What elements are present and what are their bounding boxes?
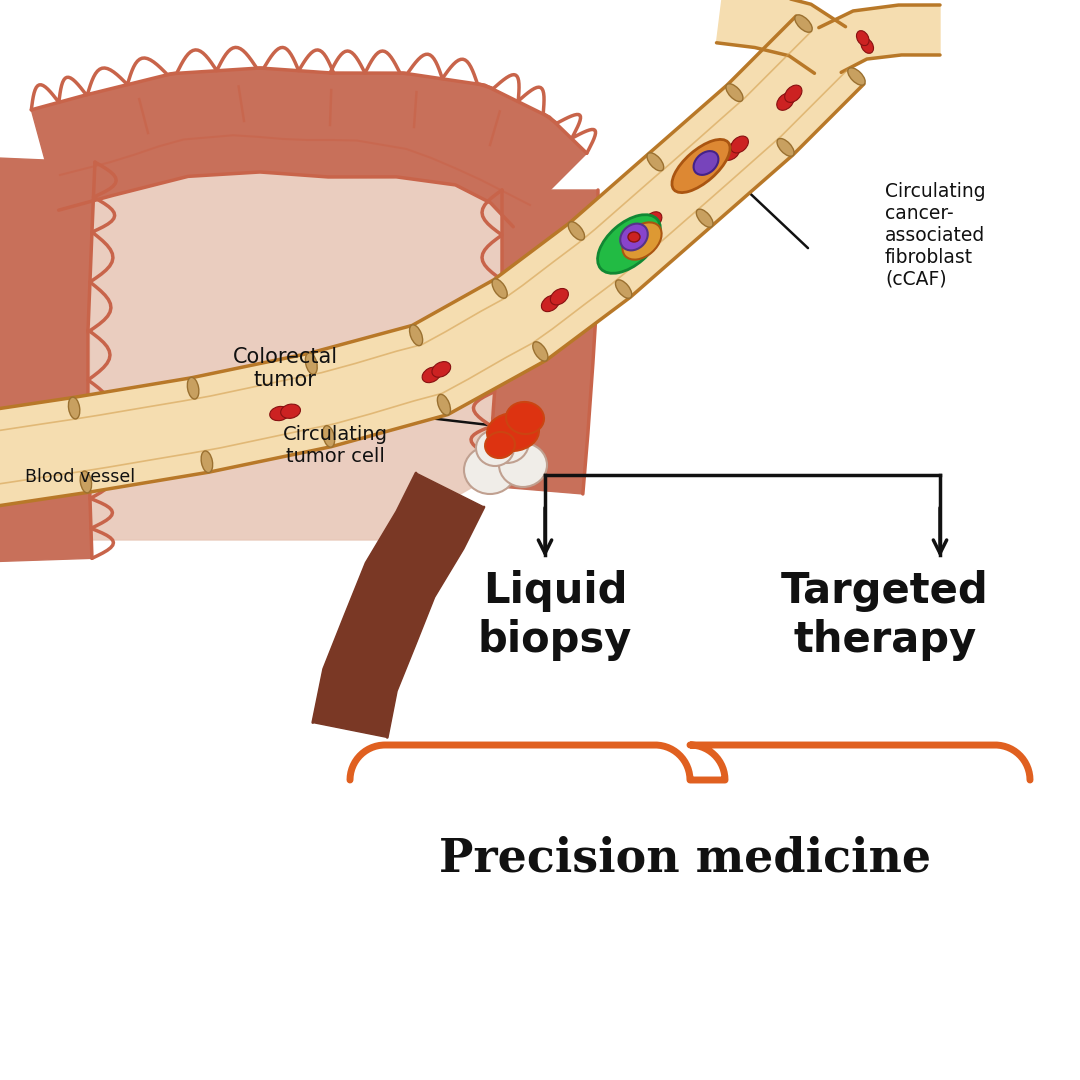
Ellipse shape <box>551 288 568 305</box>
Ellipse shape <box>487 413 539 451</box>
Ellipse shape <box>848 68 865 85</box>
Ellipse shape <box>409 325 422 346</box>
Ellipse shape <box>672 139 730 192</box>
Ellipse shape <box>697 210 713 227</box>
Ellipse shape <box>476 430 514 465</box>
Ellipse shape <box>541 295 559 312</box>
Polygon shape <box>313 473 484 738</box>
Polygon shape <box>90 122 510 540</box>
Ellipse shape <box>616 280 632 298</box>
Text: Colorectal
tumor: Colorectal tumor <box>232 347 338 390</box>
Ellipse shape <box>80 471 92 492</box>
Ellipse shape <box>620 224 648 251</box>
Polygon shape <box>0 16 864 508</box>
Ellipse shape <box>568 221 584 240</box>
Ellipse shape <box>323 426 335 447</box>
Ellipse shape <box>861 39 874 53</box>
Ellipse shape <box>187 377 199 400</box>
Ellipse shape <box>507 402 544 434</box>
Text: Circulating
cancer-
associated
fibroblast
(cCAF): Circulating cancer- associated fibroblas… <box>885 181 986 288</box>
Ellipse shape <box>645 212 662 229</box>
Text: Blood vessel: Blood vessel <box>25 468 135 486</box>
Text: Targeted
therapy: Targeted therapy <box>781 570 989 661</box>
Ellipse shape <box>647 152 664 171</box>
Ellipse shape <box>422 367 441 382</box>
Ellipse shape <box>777 93 794 110</box>
Ellipse shape <box>622 222 662 259</box>
Ellipse shape <box>597 215 661 273</box>
Ellipse shape <box>437 394 450 415</box>
Ellipse shape <box>777 138 794 157</box>
Ellipse shape <box>726 84 743 102</box>
Ellipse shape <box>785 85 802 103</box>
Ellipse shape <box>731 136 748 153</box>
Polygon shape <box>716 0 846 73</box>
Ellipse shape <box>270 406 289 421</box>
Ellipse shape <box>306 353 318 375</box>
Text: Circulating
tumor cell: Circulating tumor cell <box>283 426 388 465</box>
Polygon shape <box>31 68 586 227</box>
Ellipse shape <box>795 15 812 32</box>
Polygon shape <box>819 5 940 72</box>
Ellipse shape <box>532 341 548 361</box>
Ellipse shape <box>281 404 300 418</box>
Ellipse shape <box>627 232 640 242</box>
Ellipse shape <box>485 421 529 463</box>
Text: Precision medicine: Precision medicine <box>438 835 931 881</box>
Ellipse shape <box>723 144 740 160</box>
Ellipse shape <box>432 362 450 377</box>
Ellipse shape <box>201 451 213 473</box>
Polygon shape <box>0 158 95 562</box>
Ellipse shape <box>492 279 508 298</box>
Ellipse shape <box>485 432 515 458</box>
Ellipse shape <box>636 219 653 237</box>
Ellipse shape <box>68 397 80 419</box>
Ellipse shape <box>856 30 869 45</box>
Polygon shape <box>487 190 598 494</box>
Text: Liquid
biopsy: Liquid biopsy <box>477 570 632 661</box>
Ellipse shape <box>693 151 718 175</box>
Ellipse shape <box>464 446 516 494</box>
Ellipse shape <box>499 443 546 487</box>
